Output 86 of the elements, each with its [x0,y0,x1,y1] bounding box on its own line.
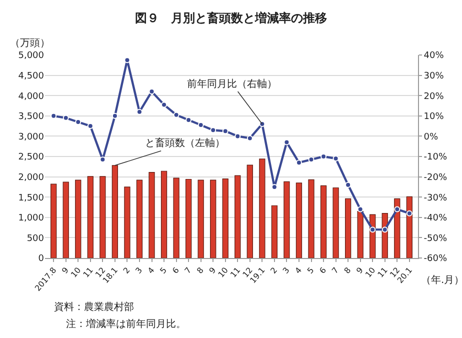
point [406,210,412,216]
y-tick-label: 4,500 [18,71,44,82]
x-tick-label: 9 [208,266,218,276]
bar [210,180,216,258]
y2-tick-label: -20% [424,172,448,183]
point [394,206,400,212]
bar [198,180,204,258]
bar [100,176,106,258]
bar [246,164,253,258]
bar [173,178,180,258]
y2-tick-label: -60% [424,254,448,264]
x-tick-label: 11 [228,266,242,280]
y2-tick-label: -10% [424,152,448,163]
bar [160,170,168,258]
point [332,156,339,162]
x-tick-label: 2 [122,266,132,276]
bar [124,186,130,258]
y-tick-label: 5,000 [18,51,44,62]
x-tick-label: 3 [134,266,144,276]
y2-tick-label: -50% [424,234,448,244]
y-axis-title: （万頭） [10,38,50,49]
x-tick-label: 5 [158,266,169,276]
bar [259,158,266,258]
chart-title: 図９ 月別と畜頭数と増減率の推移 [135,10,327,25]
bar [284,181,290,258]
x-tick-label: 7 [330,266,340,276]
x-tick-label: 10 [69,266,83,280]
x-tick-label: 7 [182,266,194,276]
bar [222,178,228,258]
x-tick-label: 8 [342,266,353,276]
bar [136,180,143,258]
y-tick-label: 3,000 [18,132,44,142]
x-tick-label: 10 [364,266,378,280]
text: 注：増減率は前年同月比。 [66,318,186,330]
y-tick-label: 4,000 [18,92,44,102]
bar [345,198,352,258]
bar [406,196,412,258]
y-tick-label: 1,000 [18,214,44,224]
text: と畜頭数（左軸） [145,137,225,149]
bar [234,175,241,258]
bar [87,176,94,258]
bar [62,182,69,258]
bar [75,180,82,258]
x-tick-label: 6 [170,266,181,276]
y-tick-label: 0 [38,254,44,264]
x-tick-label: 4 [146,266,156,276]
y-tick-label: 500 [26,234,44,244]
x-tick-label: 5 [306,266,316,276]
x-tick-label: 8 [195,266,206,276]
bar [50,184,57,258]
y-tick-label: 3,500 [18,112,44,122]
x-tick-label: 4 [293,266,304,276]
point [161,102,168,108]
point [370,226,376,233]
bar [320,185,327,258]
x-axis-title: （年.月） [421,274,462,286]
point [112,112,118,119]
bar [186,178,192,258]
text: 前年同月比（右軸） [187,78,277,90]
bar [357,211,364,258]
bar [332,187,339,258]
x-tick-label: 6 [318,266,328,276]
x-tick-label: 9 [60,266,70,276]
text: 資料：農業農村部 [54,301,134,313]
y2-tick-label: -40% [424,214,448,224]
y2-tick-label: 0% [424,132,439,142]
y2-tick-label: 20% [424,92,444,102]
point [382,226,388,233]
bar [112,165,118,258]
x-tick-label: 11 [82,266,95,280]
x-tick-label: 10 [216,266,230,280]
x-tick-label: 11 [376,266,390,280]
x-tick-label: 2 [268,266,280,276]
y2-tick-label: 10% [424,112,444,122]
y2-tick-label: -30% [424,193,448,204]
y2-tick-label: 30% [424,71,444,82]
y-tick-label: 2,500 [18,152,44,163]
bar [271,205,278,258]
y-tick-label: 2,000 [18,172,44,183]
bar [148,172,155,258]
x-tick-label: 3 [281,266,292,276]
x-tick-label: 9 [354,266,365,276]
bar [308,179,314,258]
y-tick-label: 1,500 [18,193,44,204]
bar [296,182,302,258]
y2-tick-label: 40% [424,51,444,62]
